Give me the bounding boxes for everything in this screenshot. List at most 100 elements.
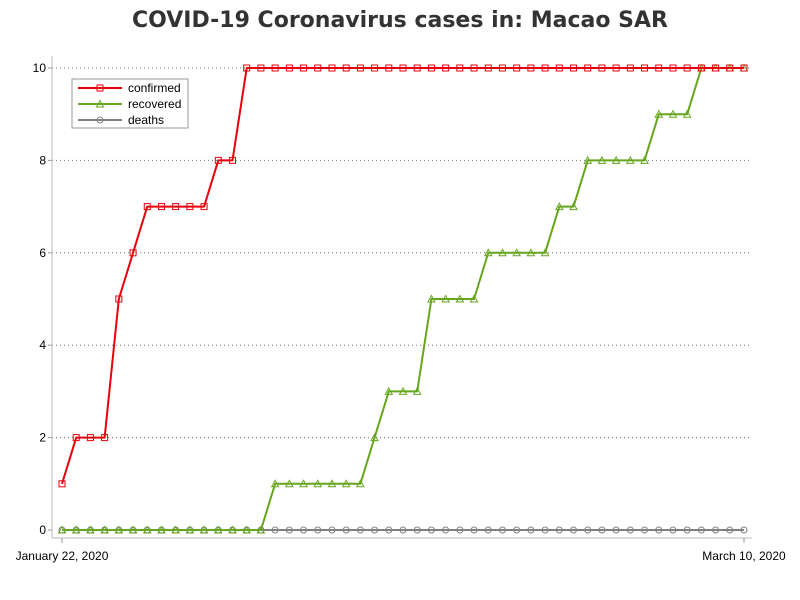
data-point [584, 64, 592, 72]
data-point [683, 526, 691, 534]
data-point [313, 479, 323, 488]
data-point [115, 295, 123, 303]
data-point [456, 526, 464, 534]
axes [48, 56, 752, 543]
legend-item-confirmed: confirmed [78, 81, 181, 95]
data-point [86, 525, 95, 534]
data-point [412, 386, 422, 395]
data-point [456, 64, 464, 72]
y-tick-label: 4 [39, 338, 46, 352]
data-point [242, 525, 252, 534]
data-point [341, 479, 351, 488]
data-point [101, 434, 109, 442]
data-point [284, 479, 294, 488]
data-point [484, 526, 492, 534]
series-line-confirmed [61, 67, 744, 485]
data-point [114, 525, 124, 534]
legend-label: confirmed [128, 81, 181, 95]
data-point [413, 526, 421, 534]
series-line-recovered [62, 67, 744, 531]
data-point [413, 64, 421, 72]
data-point [597, 155, 607, 164]
data-point [570, 526, 577, 534]
data-point [554, 202, 564, 211]
data-point [58, 480, 66, 488]
data-point [625, 155, 635, 164]
data-point [300, 526, 308, 534]
data-point [611, 155, 621, 164]
data-point [655, 64, 663, 72]
data-point [584, 526, 592, 534]
data-point [285, 526, 293, 534]
series-layer [57, 63, 749, 534]
data-point [327, 479, 337, 488]
legend-label: deaths [128, 113, 164, 127]
data-point [740, 526, 748, 534]
data-point [498, 64, 506, 72]
data-point [328, 64, 336, 72]
data-point [740, 64, 748, 72]
data-point [243, 64, 251, 72]
data-point [142, 525, 152, 534]
legend: confirmed recovered deaths [71, 78, 189, 129]
data-point [626, 526, 634, 534]
data-point [683, 64, 691, 72]
data-point [427, 294, 436, 303]
data-point [641, 64, 649, 72]
series-recovered [57, 63, 749, 534]
data-point [527, 64, 535, 72]
data-point [328, 526, 336, 534]
data-point [257, 64, 265, 72]
data-point [498, 526, 506, 534]
data-point [682, 109, 692, 118]
data-point [384, 386, 394, 395]
data-point [370, 433, 379, 442]
data-point [371, 64, 379, 72]
data-point [640, 155, 649, 164]
data-point [356, 526, 364, 534]
data-point [185, 525, 195, 534]
data-point [555, 526, 563, 534]
data-point [641, 526, 649, 534]
data-point [427, 526, 435, 534]
data-point [712, 526, 720, 534]
data-point [470, 64, 478, 72]
data-point [72, 434, 80, 442]
y-tick-label: 8 [39, 153, 46, 167]
data-point [270, 479, 280, 488]
data-point [171, 525, 181, 534]
data-point [172, 203, 180, 211]
data-point [186, 203, 194, 211]
data-point [442, 526, 450, 534]
x-tick-label: January 22, 2020 [16, 549, 109, 563]
data-point [712, 64, 720, 72]
data-point [442, 64, 450, 72]
data-point [469, 294, 479, 303]
data-point [214, 156, 222, 164]
data-point [157, 203, 165, 211]
data-point [668, 109, 678, 118]
data-point [129, 249, 137, 257]
data-point [541, 526, 549, 534]
data-point [441, 294, 450, 303]
data-point [229, 156, 236, 164]
data-point [498, 248, 507, 257]
data-point [570, 64, 577, 72]
data-point [555, 64, 563, 72]
data-point [513, 64, 521, 72]
chart-title: COVID-19 Coronavirus cases in: Macao SAR [132, 8, 668, 33]
data-point [598, 64, 606, 72]
data-point [199, 525, 209, 534]
data-point [314, 526, 322, 534]
data-point [342, 64, 350, 72]
data-point [200, 203, 208, 211]
data-point [356, 479, 365, 488]
legend-item-recovered: recovered [78, 97, 181, 111]
data-point [228, 525, 237, 534]
data-point [612, 526, 620, 534]
data-point [143, 203, 151, 211]
data-point [86, 434, 94, 442]
data-point [96, 116, 104, 124]
data-point [213, 525, 223, 534]
